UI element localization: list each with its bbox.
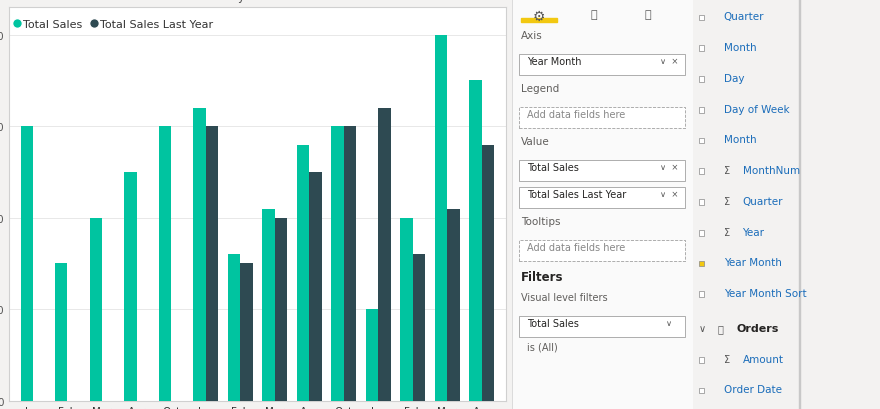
Text: ∨: ∨: [699, 323, 712, 333]
Bar: [90, 218, 102, 401]
Bar: [366, 310, 378, 401]
Bar: [699, 388, 704, 393]
Text: Amount: Amount: [743, 354, 783, 364]
Bar: [20, 127, 33, 401]
FancyBboxPatch shape: [512, 0, 693, 409]
FancyBboxPatch shape: [519, 240, 686, 262]
Bar: [206, 127, 218, 401]
Bar: [799, 0, 800, 409]
Text: Σ: Σ: [723, 227, 730, 237]
Text: 🔧: 🔧: [590, 10, 597, 20]
Text: is (All): is (All): [526, 342, 557, 351]
Text: Value: Value: [521, 137, 550, 147]
Bar: [309, 173, 321, 401]
Bar: [699, 108, 704, 113]
Bar: [699, 200, 704, 205]
Bar: [413, 255, 425, 401]
Text: Filters: Filters: [521, 270, 564, 283]
Text: Year Month: Year Month: [526, 56, 581, 66]
Text: ∨  ×: ∨ ×: [660, 56, 678, 65]
Text: Day: Day: [723, 74, 744, 83]
Text: Day of Week: Day of Week: [723, 104, 789, 114]
Text: Σ: Σ: [723, 166, 730, 175]
FancyBboxPatch shape: [519, 316, 686, 337]
Bar: [482, 145, 495, 401]
Bar: [699, 261, 704, 267]
Text: Tooltips: Tooltips: [521, 217, 561, 227]
Bar: [699, 169, 704, 175]
Text: Month: Month: [723, 135, 756, 145]
FancyBboxPatch shape: [519, 54, 686, 76]
Text: MonthNum: MonthNum: [743, 166, 800, 175]
Bar: [435, 36, 447, 401]
Text: Quarter: Quarter: [743, 196, 783, 206]
Bar: [699, 292, 704, 297]
Bar: [521, 19, 557, 22]
Text: Total Sales and Total Sales Last Year by Year Month: Total Sales and Total Sales Last Year by…: [14, 0, 314, 3]
Text: Legend: Legend: [521, 84, 560, 94]
Text: Axis: Axis: [521, 31, 543, 40]
Text: Total Sales Last Year: Total Sales Last Year: [526, 189, 626, 199]
Bar: [699, 138, 704, 144]
Bar: [699, 16, 704, 21]
Bar: [297, 145, 309, 401]
Bar: [158, 127, 171, 401]
Bar: [228, 255, 240, 401]
Bar: [699, 357, 704, 363]
Text: ∨: ∨: [665, 318, 671, 327]
FancyBboxPatch shape: [519, 161, 686, 182]
FancyBboxPatch shape: [519, 187, 686, 209]
Bar: [262, 209, 275, 401]
Text: 📋: 📋: [718, 323, 723, 333]
Text: Total Sales: Total Sales: [526, 318, 578, 328]
Text: Quarter: Quarter: [723, 12, 764, 22]
Text: Orders: Orders: [737, 323, 779, 333]
Text: Σ: Σ: [723, 354, 730, 364]
Legend: Total Sales, Total Sales Last Year: Total Sales, Total Sales Last Year: [14, 20, 213, 30]
Bar: [699, 46, 704, 52]
Bar: [400, 218, 413, 401]
Bar: [240, 264, 253, 401]
Bar: [194, 109, 206, 401]
Text: Month: Month: [723, 43, 756, 53]
Text: Year Month Sort: Year Month Sort: [723, 288, 806, 298]
Bar: [699, 230, 704, 236]
Text: ∨  ×: ∨ ×: [660, 189, 678, 198]
Text: Year Month: Year Month: [723, 258, 781, 267]
Text: Σ: Σ: [723, 196, 730, 206]
Bar: [469, 81, 482, 401]
Text: Year: Year: [743, 227, 765, 237]
Text: Order Date: Order Date: [723, 384, 781, 394]
Text: Add data fields here: Add data fields here: [526, 110, 625, 119]
Text: Visual level filters: Visual level filters: [521, 292, 608, 302]
Bar: [699, 77, 704, 83]
Text: ⚙: ⚙: [533, 10, 546, 24]
Bar: [275, 218, 287, 401]
Bar: [124, 173, 136, 401]
Bar: [55, 264, 68, 401]
Bar: [344, 127, 356, 401]
Text: Add data fields here: Add data fields here: [526, 243, 625, 252]
Bar: [378, 109, 391, 401]
Text: Total Sales: Total Sales: [526, 163, 578, 173]
Text: ∨  ×: ∨ ×: [660, 163, 678, 172]
Text: 🔍: 🔍: [644, 10, 651, 20]
Bar: [331, 127, 344, 401]
FancyBboxPatch shape: [519, 108, 686, 129]
Bar: [447, 209, 459, 401]
